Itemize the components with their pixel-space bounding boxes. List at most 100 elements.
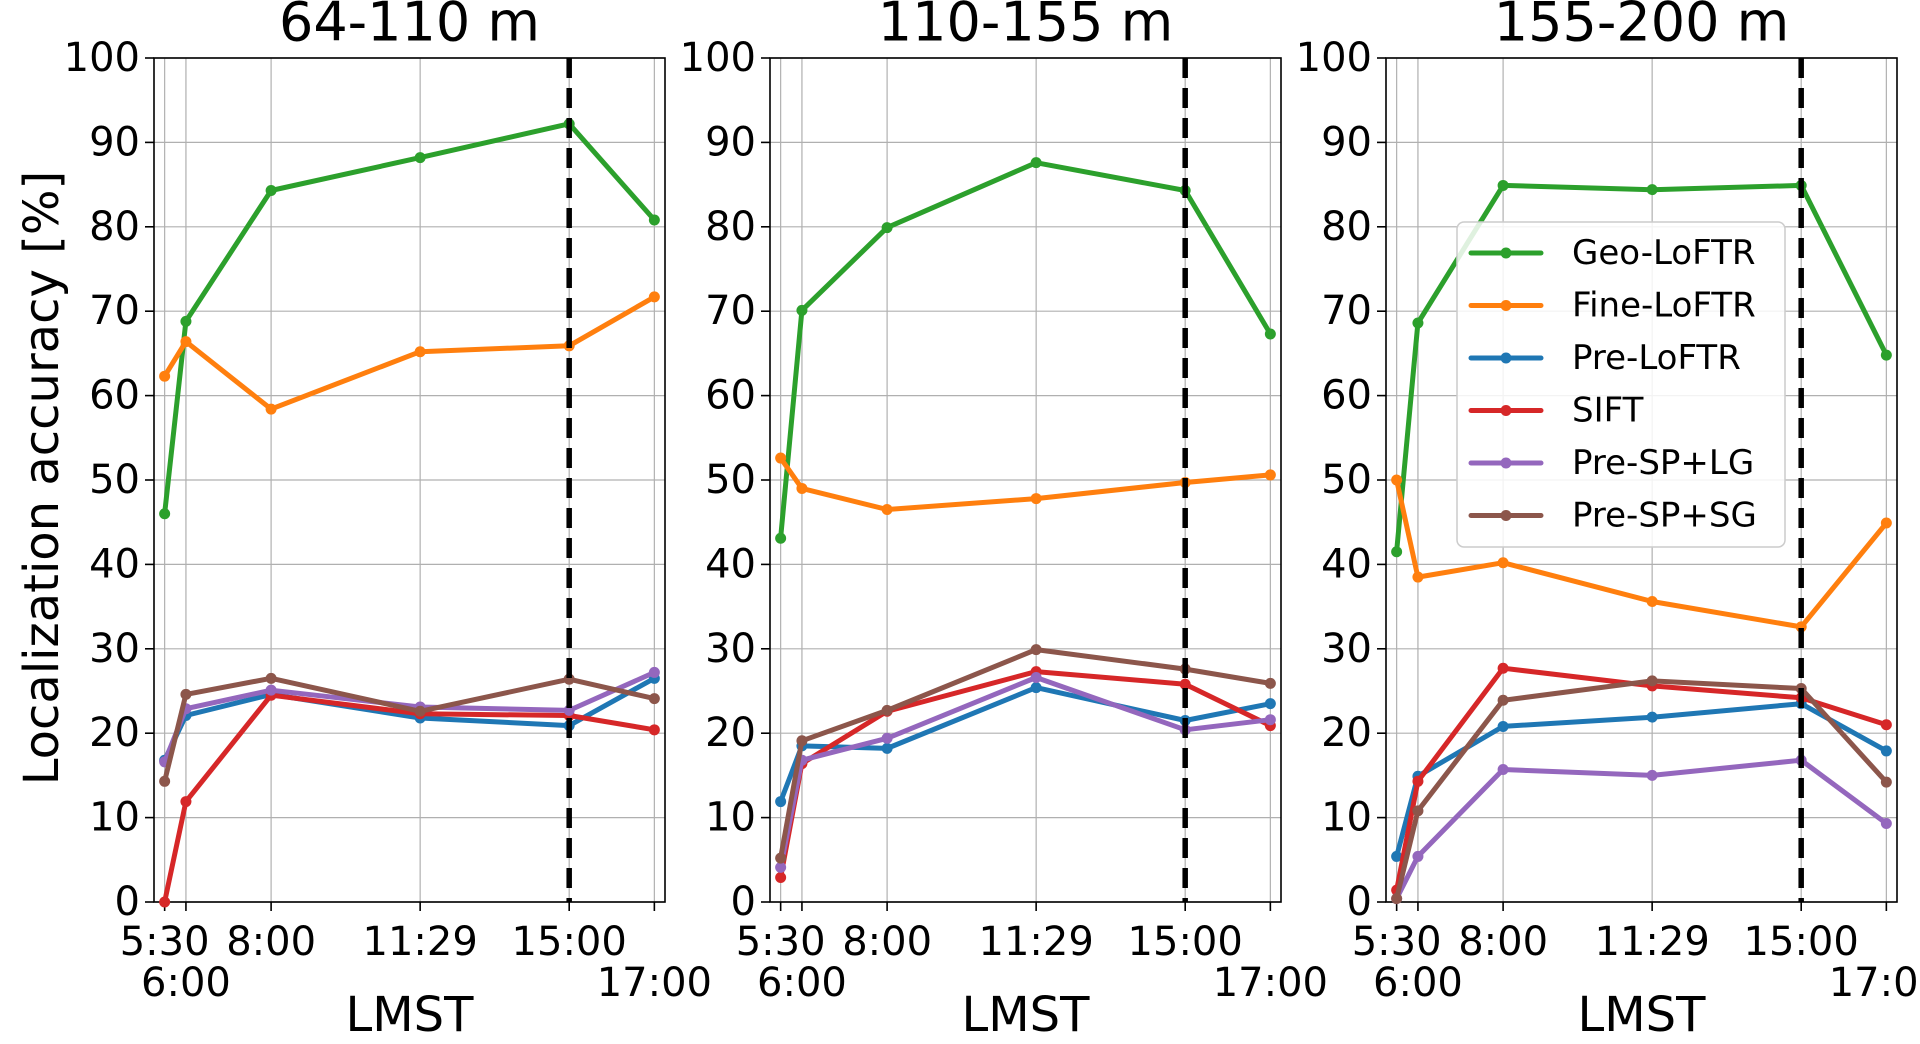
- series-line-pre-sp-sg: [1394, 678, 1889, 902]
- y-tick-label: 100: [64, 35, 140, 81]
- x-tick-label: 8:00: [226, 919, 316, 965]
- y-tick-label: 10: [89, 795, 140, 841]
- y-tick-label: 90: [705, 119, 756, 165]
- data-point-pre-loftr: [1391, 850, 1403, 862]
- data-point-pre-sp-sg: [159, 775, 171, 787]
- legend-swatch-marker: [1500, 457, 1512, 469]
- legend-label: SIFT: [1572, 391, 1644, 431]
- series-line-geo-loftr: [162, 121, 657, 517]
- panel-title: 155-200 m: [1494, 0, 1789, 54]
- data-point-pre-sp-lg: [1264, 714, 1276, 726]
- x-tick-label: 5:30: [1352, 919, 1442, 965]
- data-point-pre-sp-lg: [648, 666, 660, 678]
- y-tick-label: 10: [1321, 795, 1372, 841]
- y-tick-label: 90: [89, 119, 140, 165]
- data-point-fine-loftr: [796, 482, 808, 494]
- y-tick-label: 10: [705, 795, 756, 841]
- data-point-pre-sp-sg: [1497, 694, 1509, 706]
- series-line-pre-loftr: [1394, 701, 1889, 859]
- y-tick-label: 80: [89, 204, 140, 250]
- data-point-geo-loftr: [1880, 349, 1892, 361]
- data-point-geo-loftr: [180, 315, 192, 327]
- data-point-geo-loftr: [1391, 546, 1403, 558]
- series-line-geo-loftr: [1394, 182, 1889, 555]
- x-axis-label: LMST: [1578, 987, 1707, 1043]
- data-point-pre-sp-sg: [796, 735, 808, 747]
- data-point-fine-loftr: [414, 346, 426, 358]
- x-tick-label: 6:00: [757, 960, 847, 1006]
- data-point-pre-sp-sg: [180, 688, 192, 700]
- y-tick-label: 50: [89, 457, 140, 503]
- x-tick-label: 17:00: [597, 960, 712, 1006]
- data-point-fine-loftr: [1412, 571, 1424, 583]
- data-point-pre-sp-sg: [1412, 805, 1424, 817]
- legend-label: Pre-LoFTR: [1572, 338, 1741, 378]
- panel-2: 0 10 20 30 40 50 60 70 80 90 100 5:306:008:00 11:29 1…: [680, 0, 1328, 1043]
- data-point-pre-loftr: [1264, 698, 1276, 710]
- data-point-fine-loftr: [648, 291, 660, 303]
- panel-title: 110-155 m: [878, 0, 1173, 54]
- data-point-fine-loftr: [1391, 474, 1403, 486]
- series-line-pre-sp-lg: [778, 675, 1273, 870]
- legend-swatch-marker: [1500, 405, 1512, 416]
- series-line-sift: [778, 669, 1273, 880]
- data-point-sift: [775, 872, 787, 884]
- y-tick-label: 60: [89, 373, 140, 419]
- data-point-pre-sp-lg: [1030, 671, 1042, 683]
- y-tick-label: 0: [1347, 879, 1372, 925]
- data-point-pre-sp-lg: [1497, 763, 1509, 775]
- legend-swatch-marker: [1500, 510, 1512, 521]
- data-point-pre-sp-sg: [648, 693, 660, 705]
- data-point-pre-sp-sg: [881, 704, 893, 716]
- legend-label: Geo-LoFTR: [1572, 233, 1755, 273]
- data-point-geo-loftr: [881, 222, 893, 234]
- shared-y-axis-label: Localization accuracy [%]: [14, 171, 70, 785]
- legend-label: Pre-SP+SG: [1572, 496, 1757, 536]
- y-tick-label: 30: [89, 626, 140, 672]
- y-tick-label: 20: [705, 710, 756, 756]
- panel-3: 0 10 20 30 40 50 60 70 80 90 100 5:306:008:00 11:29 1…: [1296, 0, 1920, 1043]
- y-tick-label: 40: [1321, 541, 1372, 587]
- data-point-pre-sp-lg: [1646, 769, 1658, 781]
- data-point-pre-sp-sg: [1880, 776, 1892, 788]
- data-point-geo-loftr: [1412, 317, 1424, 329]
- data-point-pre-sp-lg: [265, 684, 277, 696]
- data-point-pre-sp-sg: [1030, 644, 1042, 656]
- data-point-geo-loftr: [414, 152, 426, 164]
- legend-swatch-marker: [1500, 300, 1512, 311]
- series-line-fine-loftr: [162, 294, 657, 412]
- data-point-pre-loftr: [1880, 745, 1892, 757]
- data-point-fine-loftr: [1030, 493, 1042, 505]
- panel-title: 64-110 m: [279, 0, 540, 54]
- data-point-pre-sp-sg: [414, 705, 426, 717]
- legend-label: Fine-LoFTR: [1572, 286, 1756, 326]
- data-point-sift: [1497, 662, 1509, 674]
- data-point-fine-loftr: [265, 403, 277, 415]
- data-point-pre-sp-sg: [1391, 893, 1403, 905]
- data-point-fine-loftr: [1646, 596, 1658, 608]
- data-point-pre-sp-sg: [265, 672, 277, 684]
- data-point-geo-loftr: [775, 532, 787, 544]
- data-point-geo-loftr: [265, 185, 277, 197]
- data-point-pre-sp-sg: [775, 852, 787, 864]
- data-point-geo-loftr: [1030, 157, 1042, 169]
- x-tick-label: 8:00: [1458, 919, 1548, 965]
- y-tick-label: 100: [680, 35, 756, 81]
- y-tick-label: 0: [115, 879, 140, 925]
- y-tick-label: 80: [705, 204, 756, 250]
- series-line-pre-sp-lg: [1394, 757, 1889, 902]
- x-axis-label: LMST: [962, 987, 1091, 1043]
- data-point-pre-sp-lg: [1880, 818, 1892, 830]
- x-tick-label: 15:00: [1744, 919, 1859, 965]
- x-tick-label: 5:30: [736, 919, 826, 965]
- data-point-geo-loftr: [796, 304, 808, 316]
- x-tick-label: 11:29: [363, 919, 478, 965]
- y-tick-label: 40: [705, 541, 756, 587]
- data-point-fine-loftr: [159, 370, 171, 382]
- data-point-sift: [648, 724, 660, 736]
- x-tick-label: 15:00: [512, 919, 627, 965]
- y-tick-label: 20: [89, 710, 140, 756]
- x-tick-label: 11:29: [979, 919, 1094, 965]
- data-point-geo-loftr: [1264, 328, 1276, 340]
